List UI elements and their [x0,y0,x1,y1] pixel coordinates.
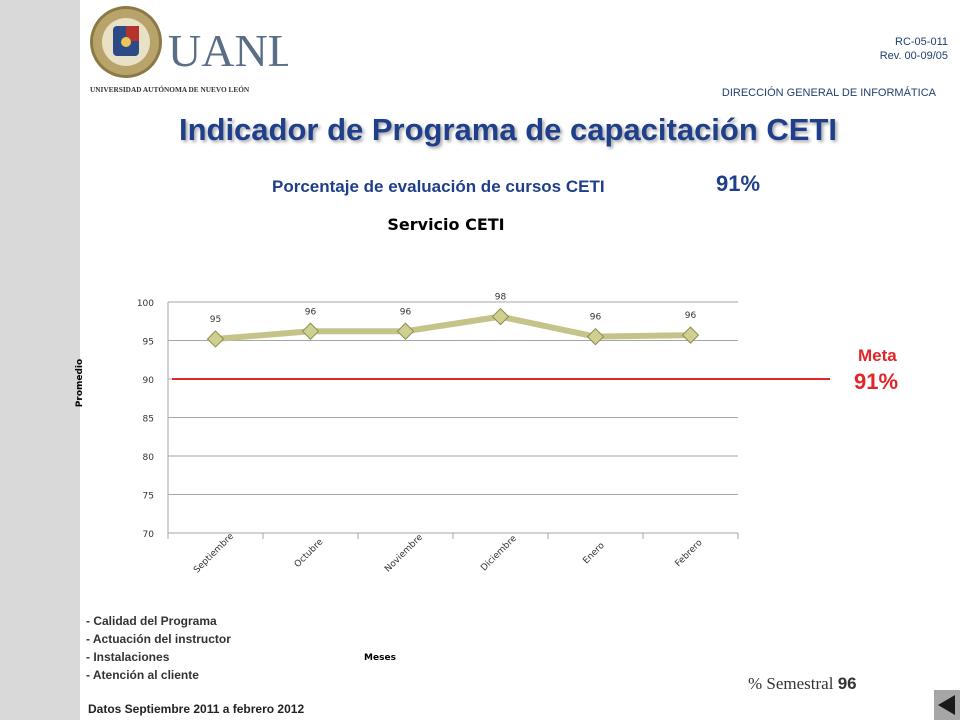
semestral-label: % Semestral [748,674,834,693]
x-tick-label: Octubre [293,537,326,570]
series-line [215,313,691,342]
data-label: 96 [400,307,412,317]
subtitle-percentage: 91% [716,171,761,196]
data-label: 98 [495,293,507,303]
semestral-value: 96 [837,674,857,693]
data-point [491,307,510,326]
y-tick-label: 100 [137,299,154,309]
data-label: 96 [305,307,317,317]
data-label: 96 [685,311,697,321]
x-axis-title: Meses [364,653,396,663]
data-label: 95 [210,315,221,325]
y-tick-label: 80 [143,453,155,463]
series-layer: 95 96 96 98 96 96 [206,293,700,348]
target-label: Meta [858,346,897,365]
semestral-average: % Semestral 96 [748,674,857,694]
y-tick-label: 90 [143,376,155,386]
left-triangle-icon [938,695,955,715]
uanl-wordmark: UANL [168,25,288,76]
x-tick-label: Enero [581,541,607,567]
y-tick-label: 85 [143,415,154,425]
doc-code-number: RC-05-011 [895,36,948,48]
criteria-item: - Calidad del Programa [86,614,217,628]
page-subtitle: Porcentaje de evaluación de cursos CETI [272,177,605,196]
criteria-item: - Instalaciones [86,650,170,664]
doc-revision: Rev. 00-09/05 [879,50,948,62]
left-sidebar-bar [0,0,80,720]
seal-shield-quarter [126,26,139,41]
target-percentage: 91% [854,369,899,394]
data-label: 96 [590,313,602,323]
data-point [681,326,700,344]
criteria-item: - Actuación del instructor [86,632,231,646]
uanl-logo: UANL UNIVERSIDAD AUTÓNOMA DE NUEVO LEÓN [90,6,288,94]
data-point [301,322,320,340]
y-axis-title: Promedio [75,359,85,407]
y-tick-label: 95 [143,338,154,348]
y-tick-label: 75 [143,492,154,502]
x-tick-label: Noviembre [383,532,425,574]
data-point [206,330,225,348]
document-code: RC-05-011 Rev. 00-09/05 [880,35,948,63]
data-period-note: Datos Septiembre 2011 a febrero 2012 [88,702,305,716]
x-tick-label: Febrero [674,538,705,569]
x-tick-label: Diciembre [479,533,519,573]
x-tick-label: Septiembre [192,531,236,575]
chart-title: Servicio CETI [387,215,504,234]
criteria-item: - Atención al cliente [86,668,199,682]
uanl-fullname: UNIVERSIDAD AUTÓNOMA DE NUEVO LEÓN [90,84,250,94]
data-point [396,322,415,340]
y-tick-label: 70 [143,530,155,540]
seal-star [121,37,131,47]
evaluation-criteria-list: - Calidad del Programa - Actuación del i… [86,612,231,684]
page-title: Indicador de Programa de capacitación CE… [178,112,838,147]
data-point [586,327,605,346]
back-button[interactable] [934,690,960,720]
department-name: DIRECCIÓN GENERAL DE INFORMÁTICA [721,87,936,99]
